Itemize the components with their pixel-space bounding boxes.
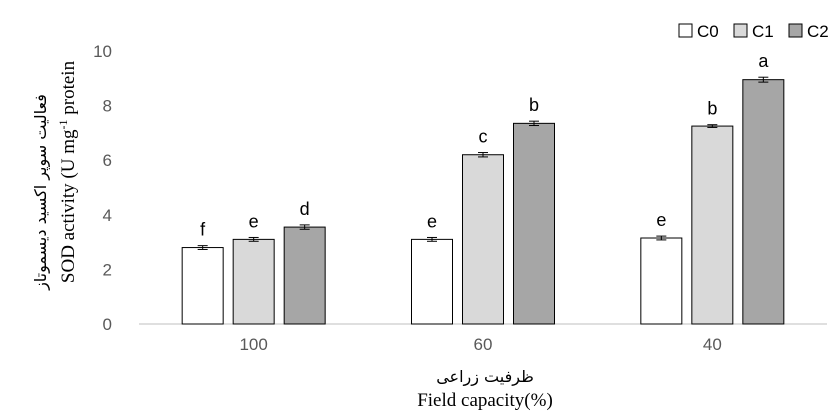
bar-C1-60: [462, 154, 504, 325]
bar-C2-40: [742, 79, 785, 325]
y-axis-title: فعالیت سوپر اکسید دیسموتاز SOD activity …: [31, 60, 79, 290]
y-tick-label: 2: [103, 260, 112, 279]
bar-C2-60: [513, 122, 555, 325]
legend: C0 C1 C2: [678, 22, 829, 41]
bar-C0-100: [181, 247, 224, 325]
y-axis-title-en-main: SOD activity (U mg: [58, 129, 79, 283]
significance-letter: c: [479, 127, 488, 147]
significance-letter: b: [707, 99, 717, 119]
x-tick-label: 100: [239, 335, 267, 354]
bar-C2-100: [283, 226, 326, 325]
y-axis-title-en-sup: -1: [56, 120, 70, 130]
significance-letter: a: [758, 51, 769, 71]
y-tick-label: 8: [103, 97, 112, 116]
legend-label-C0: C0: [697, 22, 719, 41]
y-axis-ticks: 0 2 4 6 8 10: [93, 42, 112, 334]
x-axis-ticks: 100 60 40: [239, 335, 721, 354]
y-tick-label: 6: [103, 151, 112, 170]
significance-letter: b: [529, 95, 539, 115]
legend-swatch-C0: [678, 23, 693, 38]
y-axis-title-en: SOD activity (U mg-1 protein: [56, 60, 79, 283]
bar-C1-100: [232, 238, 275, 325]
y-tick-label: 4: [103, 206, 112, 225]
significance-letter: e: [427, 211, 437, 231]
bar-C0-60: [411, 238, 453, 325]
x-axis-title-en: Field capacity(%): [417, 390, 553, 411]
significance-letter: e: [249, 211, 259, 231]
y-axis-title-fa: فعالیت سوپر اکسید دیسموتاز: [31, 94, 51, 291]
significance-letter: d: [300, 199, 310, 219]
y-tick-label: 10: [93, 42, 112, 61]
legend-swatch-C1: [733, 23, 748, 38]
bar-C1-40: [691, 125, 734, 325]
legend-label-C2: C2: [807, 22, 829, 41]
legend-swatch-C2: [788, 23, 803, 38]
bar-C0-40: [640, 237, 683, 325]
x-tick-label: 60: [474, 335, 493, 354]
y-tick-label: 0: [103, 315, 112, 334]
legend-label-C1: C1: [752, 22, 774, 41]
y-axis-title-en-tail: protein: [58, 60, 79, 119]
x-axis-title-fa: ظرفیت زراعی: [436, 367, 534, 387]
bars: f e d e c b e b a: [181, 51, 785, 325]
significance-letter: e: [656, 210, 666, 230]
significance-letter: f: [200, 220, 206, 240]
x-tick-label: 40: [703, 335, 722, 354]
